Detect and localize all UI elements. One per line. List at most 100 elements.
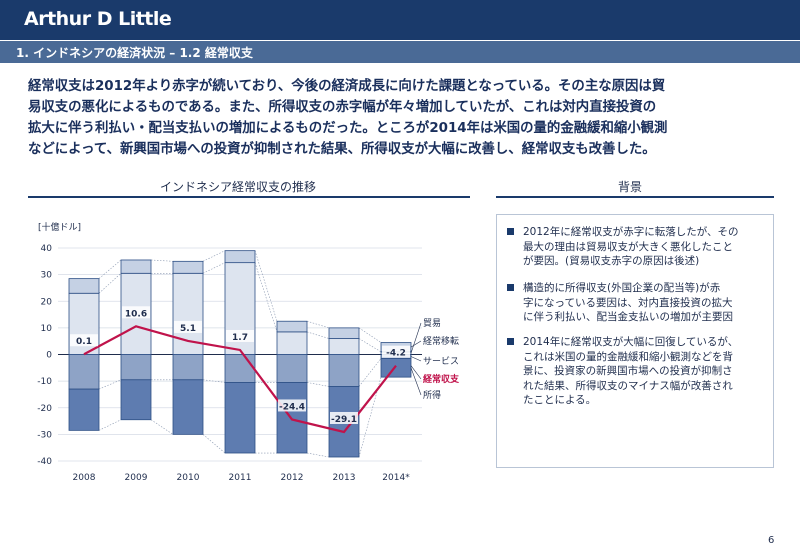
bullet-line: 字になっている要因は、対内直接投資の拡大 bbox=[523, 296, 733, 309]
bar-connector bbox=[358, 358, 382, 387]
bar-connector bbox=[98, 273, 122, 294]
bar-connector bbox=[254, 262, 278, 332]
y-tick-label: -30 bbox=[37, 430, 52, 440]
legend-leader bbox=[410, 340, 422, 348]
bar-segment bbox=[328, 354, 360, 387]
data-label-bg bbox=[70, 334, 98, 347]
legend-leader bbox=[410, 356, 422, 362]
headline: 経常収支は2012年より赤字が続いており、今後の経済成長に向けた課題となっている… bbox=[28, 76, 778, 160]
legend-leader bbox=[410, 365, 422, 380]
background-panel-title: 背景 bbox=[618, 180, 643, 194]
data-label-bg bbox=[226, 329, 254, 342]
bar-segment bbox=[120, 379, 152, 421]
bullet-line: 景に、投資家の新興国市場への投資が抑制さ bbox=[523, 365, 733, 377]
chart-panel-title: インドネシア経常収支の推移 bbox=[160, 180, 317, 194]
y-tick-label: 20 bbox=[41, 297, 53, 307]
bar-connector bbox=[202, 262, 226, 274]
bar-segment bbox=[68, 278, 100, 294]
bar-connector bbox=[202, 250, 226, 262]
background-bullet: 2014年に経常収支が大幅に回復しているが、 これは米国の量的金融緩和縮小観測な… bbox=[507, 335, 763, 408]
bullet-square-icon bbox=[507, 338, 514, 345]
bar-connector bbox=[202, 434, 226, 454]
data-label-bg bbox=[278, 399, 306, 412]
headline-line: 経常収支は2012年より赤字が続いており、今後の経済成長に向けた課題となっている… bbox=[28, 79, 666, 94]
data-label: 0.1 bbox=[76, 337, 92, 347]
bar-segment bbox=[224, 250, 256, 264]
x-tick-label: 2010 bbox=[177, 473, 200, 483]
background-box: 2012年に経常収支が赤字に転落したが、その 最大の理由は貿易収支が大きく悪化し… bbox=[496, 214, 774, 468]
x-tick-label: 2011 bbox=[229, 473, 252, 483]
header-bar: Arthur D Little bbox=[0, 0, 800, 40]
chart-panel-rule bbox=[28, 196, 470, 198]
bar-connector bbox=[202, 379, 226, 383]
y-tick-label: 10 bbox=[41, 324, 53, 334]
legend-label: 所得 bbox=[423, 389, 441, 401]
data-label: -24.4 bbox=[279, 402, 305, 412]
data-label: -4.2 bbox=[386, 349, 406, 359]
current-account-chart: [十億ドル] 0.1 10.6 5.1 1.7 -24.4 -29.1 -4.2 40 30 2… bbox=[37, 221, 460, 483]
bar-connector bbox=[306, 320, 330, 329]
bullet-line: 構造的に所得収支(外国企業の配当等)が赤 bbox=[523, 282, 721, 294]
bar-connector bbox=[98, 379, 122, 390]
bullet-square-icon bbox=[507, 228, 514, 235]
bar-connector bbox=[150, 259, 174, 262]
bullet-line: 最大の理由は貿易収支が大きく悪化したこと bbox=[523, 240, 733, 253]
background-panel-rule bbox=[496, 196, 774, 198]
background-bullet: 2012年に経常収支が赤字に転落したが、その 最大の理由は貿易収支が大きく悪化し… bbox=[507, 225, 763, 269]
data-label: 10.6 bbox=[125, 309, 147, 319]
section-title: 1. インドネシアの経済状況 – 1.2 経常収支 bbox=[16, 46, 253, 60]
bar-connector bbox=[98, 259, 122, 279]
x-tick-label: 2012 bbox=[281, 473, 304, 483]
bullet-line: れた結果、所得収支のマイナス幅が改善され bbox=[523, 379, 733, 392]
bar-connector bbox=[306, 382, 330, 387]
data-label-bg bbox=[174, 320, 202, 333]
bar-segment bbox=[380, 358, 412, 378]
legend-label: 貿易 bbox=[423, 317, 441, 329]
data-label: 5.1 bbox=[180, 324, 196, 334]
bar-connector bbox=[306, 331, 330, 339]
y-tick-label: -20 bbox=[37, 404, 52, 414]
x-tick-label: 2009 bbox=[125, 473, 148, 483]
data-label-bg bbox=[382, 345, 410, 358]
y-tick-label: 30 bbox=[41, 271, 53, 281]
bar-segment bbox=[328, 327, 360, 339]
legend-label: 経常収支 bbox=[423, 373, 460, 385]
y-tick-label: -40 bbox=[37, 457, 52, 467]
x-tick-label: 2013 bbox=[333, 473, 356, 483]
y-tick-label: 40 bbox=[41, 244, 53, 254]
bullet-line: たことによる。 bbox=[523, 394, 597, 406]
legend-leader bbox=[410, 322, 422, 354]
bullet-line: 2012年に経常収支が赤字に転落したが、その bbox=[523, 226, 739, 238]
bar-segment bbox=[276, 354, 308, 383]
chart-unit-label: [十億ドル] bbox=[38, 221, 81, 233]
bar-segment bbox=[224, 382, 256, 454]
headline-line: などによって、新興国市場への投資が抑制された結果、所得収支が大幅に改善し、経常収… bbox=[28, 142, 656, 157]
headline-line: 拡大に伴う利払い・配当支払いの増加によるものだった。ところが2014年は米国の量… bbox=[28, 121, 668, 136]
legend-leader bbox=[410, 367, 422, 396]
background-bullet: 構造的に所得収支(外国企業の配当等)が赤 字になっている要因は、対内直接投資の拡… bbox=[507, 281, 763, 325]
bar-segment bbox=[328, 338, 360, 355]
headline-line: 易収支の悪化によるものである。また、所得収支の赤字幅が年々増加していたが、これは… bbox=[28, 100, 657, 115]
bar-segment bbox=[68, 354, 100, 390]
legend-label: サービス bbox=[423, 356, 459, 367]
bullet-line: に伴う利払い、配当金支払いの増加が主要因 bbox=[523, 311, 733, 323]
bar-segment bbox=[276, 331, 308, 355]
bar-connector bbox=[358, 338, 382, 353]
bar-segment bbox=[172, 379, 204, 435]
bullet-line: 2014年に経常収支が大幅に回復しているが、 bbox=[523, 336, 739, 348]
y-tick-label: 0 bbox=[46, 351, 52, 361]
section-bar: 1. インドネシアの経済状況 – 1.2 経常収支 bbox=[0, 41, 800, 63]
bullet-square-icon bbox=[507, 284, 514, 291]
data-label: 1.7 bbox=[232, 333, 248, 343]
bar-segment bbox=[120, 354, 152, 381]
bar-segment bbox=[120, 259, 152, 274]
bullet-line: これは米国の量的金融緩和縮小観測などを背 bbox=[523, 350, 733, 363]
bar-segment bbox=[172, 354, 204, 381]
company-logo: Arthur D Little bbox=[24, 8, 172, 30]
bar-connector bbox=[98, 419, 122, 431]
current-account-line bbox=[83, 325, 397, 434]
x-tick-label: 2014* bbox=[382, 473, 410, 483]
data-label: -29.1 bbox=[331, 415, 357, 425]
y-tick-label: -10 bbox=[37, 377, 52, 387]
legend-label: 経常移転 bbox=[423, 335, 459, 347]
